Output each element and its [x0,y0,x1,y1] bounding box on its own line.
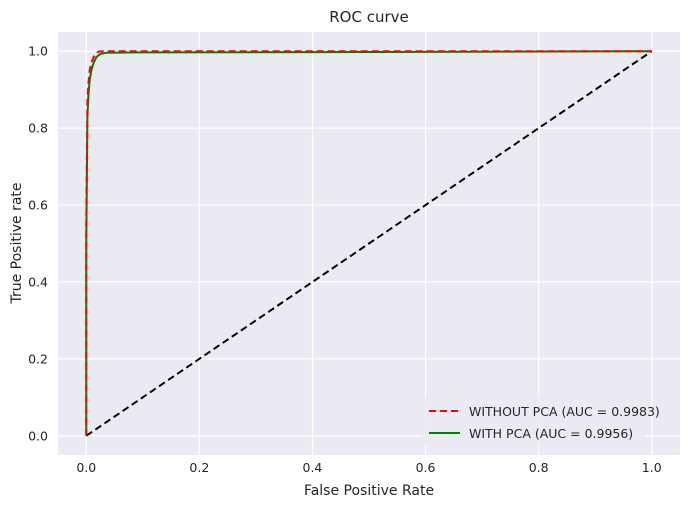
legend-label-without-pca: WITHOUT PCA (AUC = 0.9983) [469,404,660,419]
y-tick-labels: 0.0 0.2 0.4 0.6 0.8 1.0 [28,44,48,444]
x-tick-label: 0.6 [416,460,436,475]
x-tick-label: 0.0 [76,460,96,475]
x-tick-label: 0.8 [529,460,549,475]
series-lines [85,50,653,437]
y-tick-label: 0.6 [28,198,48,213]
y-tick-label: 0.8 [28,121,48,136]
x-tick-labels: 0.0 0.2 0.4 0.6 0.8 1.0 [76,460,661,475]
series-line-without-pca [85,50,652,436]
legend: WITHOUT PCA (AUC = 0.9983) WITH PCA (AUC… [422,398,660,446]
y-tick-label: 0.0 [28,428,48,443]
x-tick-label: 1.0 [642,460,662,475]
legend-box [422,398,646,446]
x-tick-label: 0.4 [303,460,323,475]
legend-label-with-pca: WITH PCA (AUC = 0.9956) [469,426,633,441]
y-tick-label: 0.4 [28,274,48,289]
grid [58,32,680,455]
x-axis-label: False Positive Rate [304,483,434,499]
chart-title: ROC curve [329,8,409,26]
x-tick-label: 0.2 [189,460,209,475]
y-axis-label: True Positive rate [9,182,25,304]
y-tick-label: 1.0 [28,44,48,59]
y-tick-label: 0.2 [28,351,48,366]
series-line-chance [85,50,653,437]
